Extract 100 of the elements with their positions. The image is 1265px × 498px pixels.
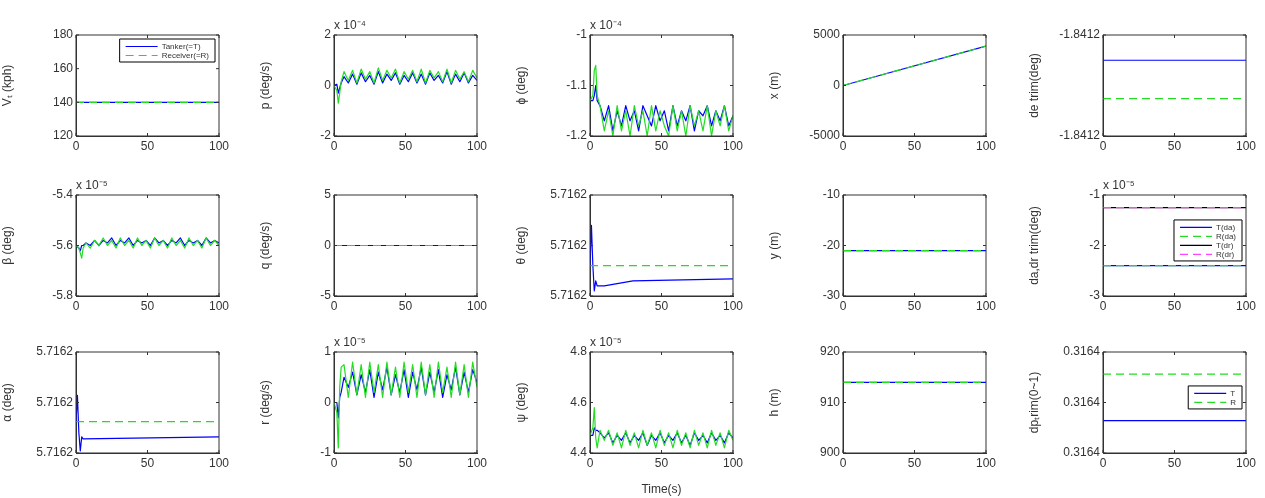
- x-tick-label: 50: [654, 455, 669, 470]
- y-tick-label: -1: [576, 27, 588, 42]
- y-tick-label: -5.8: [52, 288, 74, 303]
- y-tick-label: -5.6: [52, 237, 74, 252]
- y-tick-label: 910: [819, 394, 841, 409]
- x-tick-label: 50: [398, 298, 413, 313]
- y-tick-label: -1.8412: [1059, 128, 1101, 143]
- y-tick-label: 0: [324, 237, 332, 252]
- legend-label: T(dr): [1216, 240, 1234, 250]
- text: x 10⁻⁵: [590, 335, 622, 350]
- x-tick-label: 50: [398, 138, 413, 153]
- y-tick-label: 5.7162: [36, 394, 74, 409]
- x-tick-label: 100: [208, 455, 230, 470]
- y-tick-label: 4.4: [570, 445, 588, 460]
- y-tick-label: 0.3164: [1063, 394, 1101, 409]
- y-tick-label: -5000: [809, 128, 841, 143]
- y-axis-title: ψ (deg): [513, 382, 528, 423]
- y-axis-title: x (m): [766, 71, 781, 100]
- x-tick-label: 100: [1235, 138, 1257, 153]
- y-axis-title: p (deg/s): [257, 61, 272, 110]
- x-tick-label: 100: [208, 138, 230, 153]
- legend-label: R: [1230, 397, 1237, 407]
- y-tick-label: 0: [324, 77, 332, 92]
- x-tick-label: 50: [140, 298, 155, 313]
- x-tick-label: 100: [975, 138, 997, 153]
- y-axis-title: de trim(deg): [1026, 53, 1041, 118]
- y-tick-label: -2: [1089, 237, 1101, 252]
- x-tick-label: 50: [907, 138, 922, 153]
- x-tick-label: 100: [722, 298, 744, 313]
- y-tick-label: -10: [822, 187, 841, 202]
- y-tick-label: 2: [324, 27, 332, 42]
- x-tick-label: 50: [140, 455, 155, 470]
- x-tick-label: 100: [975, 298, 997, 313]
- legend-label: Receiver(=R): [161, 50, 210, 60]
- x-tick-label: 100: [975, 455, 997, 470]
- y-tick-label: 920: [819, 344, 841, 359]
- x-tick-label: 50: [1167, 298, 1182, 313]
- text: x 10⁻⁴: [334, 18, 366, 33]
- legend-label: R(dr): [1216, 249, 1235, 259]
- x-tick-label: 50: [1167, 455, 1182, 470]
- text: x 10⁻⁴: [590, 18, 622, 33]
- y-axis-title: ϕ (deg): [513, 66, 528, 105]
- legend-label: T: [1230, 388, 1236, 398]
- y-axis-title: q (deg/s): [257, 221, 272, 270]
- y-tick-label: 5.7162: [550, 237, 588, 252]
- y-tick-label: -20: [822, 237, 841, 252]
- text: x 10⁻⁵: [76, 178, 108, 193]
- y-axis-title: y (m): [766, 231, 781, 260]
- y-tick-label: 5.7162: [550, 288, 588, 303]
- y-axis-title: r (deg/s): [257, 380, 272, 425]
- y-tick-label: 140: [52, 94, 74, 109]
- y-tick-label: -1: [320, 445, 332, 460]
- y-tick-label: -1.8412: [1059, 27, 1101, 42]
- legend-label: R(da): [1216, 231, 1237, 241]
- y-tick-label: 180: [52, 27, 74, 42]
- x-tick-label: 100: [466, 138, 488, 153]
- text: x 10⁻⁵: [1103, 178, 1135, 193]
- y-tick-label: 0: [324, 394, 332, 409]
- x-tick-label: 100: [1235, 455, 1257, 470]
- x-tick-label: 50: [907, 455, 922, 470]
- y-axis-title: Vₜ (kph): [0, 64, 14, 107]
- y-tick-label: 4.6: [570, 394, 588, 409]
- x-tick-label: 100: [1235, 298, 1257, 313]
- y-tick-label: -30: [822, 288, 841, 303]
- y-tick-label: 5: [324, 187, 332, 202]
- y-tick-label: -2: [320, 128, 332, 143]
- x-tick-label: 100: [722, 138, 744, 153]
- y-tick-label: -1.1: [566, 77, 588, 92]
- x-tick-label: 50: [654, 138, 669, 153]
- y-tick-label: -5: [320, 288, 332, 303]
- y-tick-label: 0: [833, 77, 841, 92]
- y-axis-title: da,dr trim(deg): [1026, 206, 1041, 285]
- text: x 10⁻⁵: [334, 335, 366, 350]
- y-axis-title: α (deg): [0, 383, 14, 422]
- x-tick-label: 100: [466, 298, 488, 313]
- x-tick-label: 50: [398, 455, 413, 470]
- y-tick-label: -1.2: [566, 128, 588, 143]
- legend-label: Tanker(=T): [161, 41, 201, 51]
- y-tick-label: 0.3164: [1063, 445, 1101, 460]
- y-tick-label: 120: [52, 128, 74, 143]
- y-axis-title: θ (deg): [513, 226, 528, 265]
- x-tick-label: 100: [722, 455, 744, 470]
- y-tick-label: 5.7162: [36, 344, 74, 359]
- x-tick-label: 100: [466, 455, 488, 470]
- y-tick-label: -5.4: [52, 187, 74, 202]
- y-axis-title: β (deg): [0, 226, 14, 265]
- y-tick-label: -1: [1089, 187, 1101, 202]
- y-tick-label: -3: [1089, 288, 1101, 303]
- x-axis-title: Time(s): [641, 482, 682, 497]
- y-tick-label: 160: [52, 60, 74, 75]
- y-tick-label: 5000: [813, 27, 841, 42]
- y-tick-label: 5.7162: [550, 187, 588, 202]
- x-tick-label: 50: [140, 138, 155, 153]
- y-tick-label: 1: [324, 344, 332, 359]
- y-axis-title: dpₜrim(0~1): [1026, 371, 1041, 434]
- x-tick-label: 100: [208, 298, 230, 313]
- y-tick-label: 900: [819, 445, 841, 460]
- y-tick-label: 0.3164: [1063, 344, 1101, 359]
- x-tick-label: 50: [1167, 138, 1182, 153]
- y-tick-label: 4.8: [570, 344, 588, 359]
